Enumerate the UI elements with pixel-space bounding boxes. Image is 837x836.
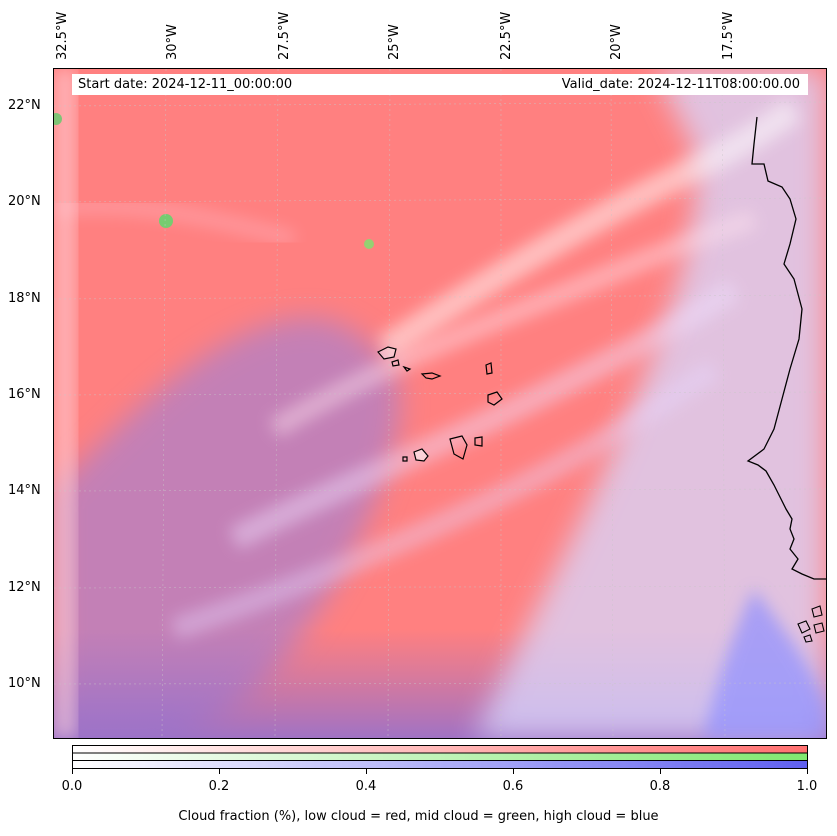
colorbar-tickmark — [660, 769, 661, 774]
colorbar-tickmark — [366, 769, 367, 774]
lat-label-12n: 12°N — [8, 580, 41, 595]
edge-strip — [54, 69, 76, 738]
lon-label-17-5w: 17.5°W — [721, 11, 736, 60]
start-date-label: Start date: 2024-12-11_00:00:00 — [78, 77, 293, 92]
colorbar-label: Cloud fraction (%), low cloud = red, mid… — [178, 809, 659, 824]
cape-verde-islands — [377, 346, 503, 462]
colorbar-low-cloud — [72, 745, 808, 754]
date-info-box: Start date: 2024-12-11_00:00:00 Valid_da… — [72, 74, 808, 95]
cloud-streak — [54, 199, 296, 246]
lon-label-30w: 30°W — [165, 24, 180, 60]
colorbar-tickmark — [513, 769, 514, 774]
cloud-streak — [268, 209, 758, 438]
africa-coastline — [746, 116, 826, 580]
colorbar — [72, 745, 808, 769]
lon-label-25w: 25°W — [387, 24, 402, 60]
colorbar-tick-label: 0.0 — [61, 779, 83, 794]
colorbar-tickmark — [219, 769, 220, 774]
cloud-fraction-map — [54, 69, 826, 738]
mid-cloud-blob — [54, 113, 62, 125]
colorbar-tick-label: 0.2 — [208, 779, 230, 794]
mid-cloud-blob — [159, 214, 173, 228]
colorbar-tick-label: 0.8 — [649, 779, 671, 794]
graticule — [54, 69, 826, 738]
lat-label-20n: 20°N — [8, 194, 41, 209]
colorbar-tick-label: 1.0 — [796, 779, 818, 794]
colorbar-tickmark — [807, 769, 808, 774]
colorbar-tickmark — [72, 769, 73, 774]
lat-label-10n: 10°N — [8, 676, 41, 691]
lon-label-27-5w: 27.5°W — [277, 11, 292, 60]
high-cloud-core — [704, 589, 826, 738]
colorbar-tick-label: 0.4 — [355, 779, 377, 794]
cloud-streak — [228, 279, 741, 550]
lat-label-22n: 22°N — [8, 98, 41, 113]
map-panel[interactable] — [53, 68, 827, 739]
mid-cloud-blob — [364, 239, 374, 249]
lon-label-32-5w: 32.5°W — [55, 11, 70, 60]
cloud-streak — [170, 359, 721, 640]
valid-date-label: Valid_date: 2024-12-11T08:00:00.00 — [561, 77, 800, 92]
guinea-bissau-islands — [797, 605, 825, 643]
lon-label-20w: 20°W — [609, 24, 624, 60]
colorbar-high-cloud — [72, 760, 808, 769]
lat-label-18n: 18°N — [8, 291, 41, 306]
colorbar-mid-cloud — [72, 752, 808, 761]
lon-label-22-5w: 22.5°W — [499, 11, 514, 60]
lat-label-16n: 16°N — [8, 387, 41, 402]
lat-label-14n: 14°N — [8, 483, 41, 498]
colorbar-tick-label: 0.6 — [502, 779, 524, 794]
